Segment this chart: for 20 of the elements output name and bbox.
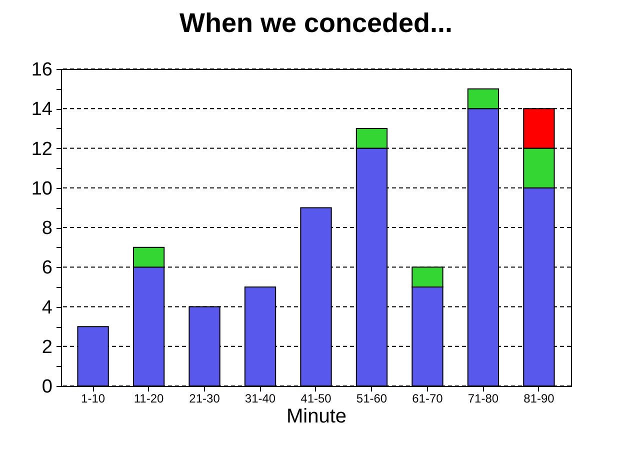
x-tick-label: 41-50 [300, 392, 332, 406]
x-tick-label: 51-60 [356, 392, 388, 406]
x-tick-label: 31-40 [244, 392, 276, 406]
y-tick-label: 16 [31, 60, 52, 80]
y-tick-label: 8 [42, 218, 52, 239]
x-axis-title: Minute [286, 406, 347, 428]
x-tick-label: 11-20 [134, 392, 164, 406]
x-tick-label: 71-80 [468, 392, 499, 406]
y-tick-label: 14 [31, 99, 53, 120]
y-tick-label: 10 [31, 178, 52, 200]
y-tick-label: 6 [42, 258, 52, 279]
x-tick-label: 1-10 [81, 392, 106, 406]
x-tick-label: 21-30 [189, 392, 220, 406]
y-tick-label: 4 [42, 297, 53, 318]
x-tick-label: 61-70 [412, 392, 444, 406]
y-tick-label: 0 [42, 376, 52, 398]
chart-title: When we conceded... [179, 8, 453, 38]
y-tick-label: 12 [31, 138, 52, 160]
y-tick-label: 2 [42, 336, 52, 358]
x-tick-label: 81-90 [524, 392, 555, 406]
